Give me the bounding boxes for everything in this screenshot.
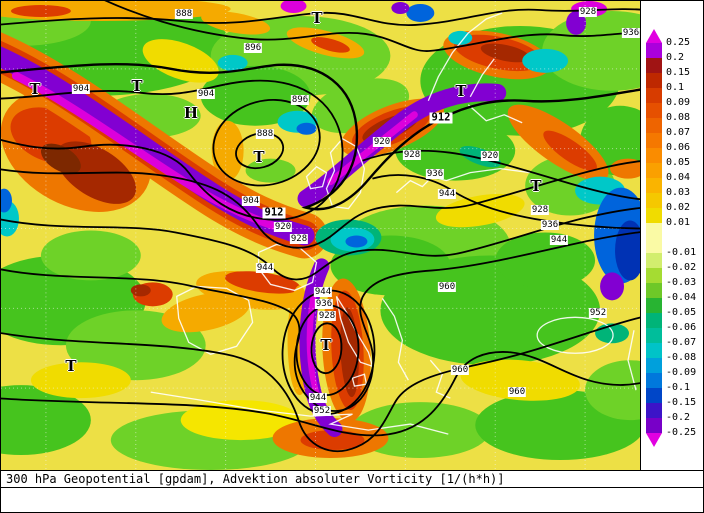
legend-color-segment (646, 268, 662, 283)
legend-color-segment (646, 253, 662, 268)
legend-color-segment (646, 163, 662, 178)
legend-value-label: -0.03 (666, 277, 697, 288)
legend-color-segment (646, 388, 662, 403)
legend-color-segment (646, 283, 662, 298)
legend-color-segment (646, 418, 662, 433)
legend-value-label: -0.25 (666, 427, 697, 438)
legend-color-segment (646, 58, 662, 73)
caption-bar: 300 hPa Geopotential [gpdam], Advektion … (1, 470, 703, 512)
contour-lines (1, 1, 640, 452)
legend-color-segment (646, 118, 662, 133)
legend-value-label: -0.04 (666, 292, 697, 303)
legend-color-segment (646, 298, 662, 313)
legend-color-segment (646, 208, 662, 223)
legend-value-label: 0.09 (666, 97, 691, 108)
legend-color-segment (646, 178, 662, 193)
scale-arrow-up-icon (646, 29, 662, 43)
legend-value-label: -0.2 (666, 412, 691, 423)
legend-color-segment (646, 103, 662, 118)
legend-value-label: -0.1 (666, 382, 691, 393)
legend-color-segment (646, 223, 662, 253)
legend-value-label: -0.06 (666, 322, 697, 333)
legend-value-label: 0.02 (666, 202, 691, 213)
legend-color-segment (646, 343, 662, 358)
legend-value-label: 0.01 (666, 217, 691, 228)
legend-color-segment (646, 73, 662, 88)
legend-value-label: 0.03 (666, 187, 691, 198)
legend-color-segment (646, 43, 662, 58)
legend-value-label: 0.05 (666, 157, 691, 168)
legend-color-segment (646, 133, 662, 148)
legend-value-label: 0.15 (666, 67, 691, 78)
legend-color-segment (646, 193, 662, 208)
legend-value-label: -0.15 (666, 397, 697, 408)
legend-value-label: -0.08 (666, 352, 697, 363)
weather-map-svg (1, 1, 640, 470)
legend-value-label: -0.01 (666, 247, 697, 258)
legend-value-label: 0.25 (666, 37, 691, 48)
legend-value-label: 0.1 (666, 82, 685, 93)
map-caption: 300 hPa Geopotential [gpdam], Advektion … (1, 471, 703, 488)
legend-color-segment (646, 88, 662, 103)
legend-value-label: 0.06 (666, 142, 691, 153)
legend-color-segment (646, 403, 662, 418)
legend-value-label: 0.2 (666, 52, 685, 63)
legend-color-segment (646, 313, 662, 328)
legend-value-label: -0.02 (666, 262, 697, 273)
legend-color-segment (646, 358, 662, 373)
legend-color-segment (646, 328, 662, 343)
footer-info-row: Mittwoch, 19-06-2013 12 UTC (GFS) (Mittw… (1, 488, 703, 512)
legend-value-label: -0.09 (666, 367, 697, 378)
color-scale-legend: 0.25 0.2 0.15 0.1 0.09 0.08 0.07 0.06 0.05 0.04 0.… (640, 1, 703, 470)
legend-value-label: 0.08 (666, 112, 691, 123)
legend-color-segment (646, 148, 662, 163)
scale-arrow-down-icon (646, 433, 662, 447)
color-bar: 0.25 0.2 0.15 0.1 0.09 0.08 0.07 0.06 0.05 0.04 0.… (646, 29, 702, 447)
legend-value-label: 0.07 (666, 127, 691, 138)
color-bar-segments (646, 43, 702, 433)
map-area: 888 896 928 936 904 904 896 888 912 920 920 928 936 9… (1, 1, 641, 470)
legend-value-label: 0.04 (666, 172, 691, 183)
legend-color-segment (646, 373, 662, 388)
legend-value-label: -0.07 (666, 337, 697, 348)
legend-value-label: -0.05 (666, 307, 697, 318)
